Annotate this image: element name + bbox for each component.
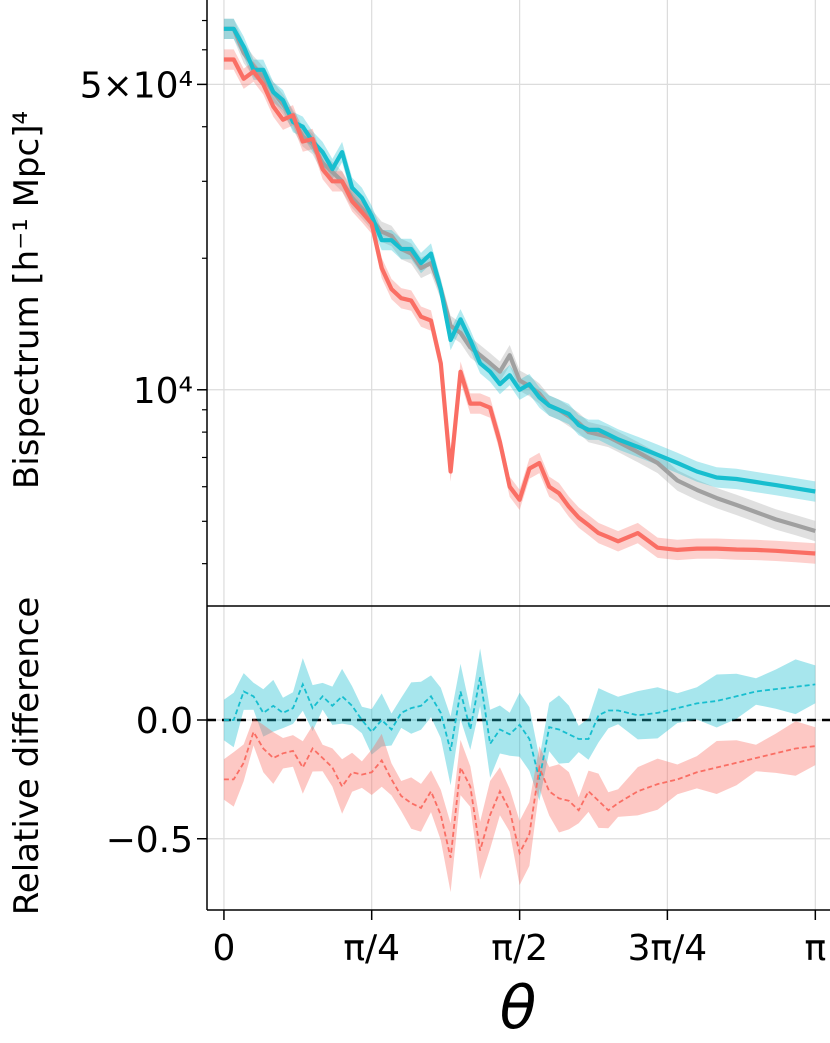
x-tick-label-0: 0 (212, 928, 235, 969)
top-y-tick-label-1: 10⁴ (133, 371, 193, 412)
bottom-line-series-0 (223, 677, 816, 780)
x-tick-label-3: 3π/4 (628, 928, 708, 969)
bottom-band-1 (223, 718, 816, 893)
x-tick-label-4: π (804, 928, 826, 969)
top-line-series-2 (223, 57, 816, 556)
top-y-tick-label-0: 5×10⁴ (80, 65, 193, 106)
tick-marks-and-labels: 0 π/4 π/2 3π/4 π 5×10⁴ 10⁴ 0.0 −0.5 (80, 19, 826, 969)
top-panel-grid (207, 0, 830, 606)
bottom-y-tick-label-0: 0.0 (136, 701, 193, 742)
axes-spines (206, 0, 830, 911)
top-y-axis-label: Bispectrum [h⁻¹ Mpc]⁴ (7, 111, 47, 489)
x-tick-label-1: π/4 (343, 928, 400, 969)
bottom-line-series-1 (223, 729, 816, 859)
x-axis-label: θ (500, 973, 537, 1043)
bottom-panel-series (223, 677, 816, 859)
x-tick-label-2: π/2 (491, 928, 548, 969)
bottom-y-tick-label-1: −0.5 (106, 820, 193, 861)
top-line-series-1 (223, 26, 816, 494)
bottom-panel-grid (207, 606, 830, 910)
bottom-y-axis-label: Relative difference (7, 597, 47, 916)
top-panel-series (223, 26, 816, 556)
